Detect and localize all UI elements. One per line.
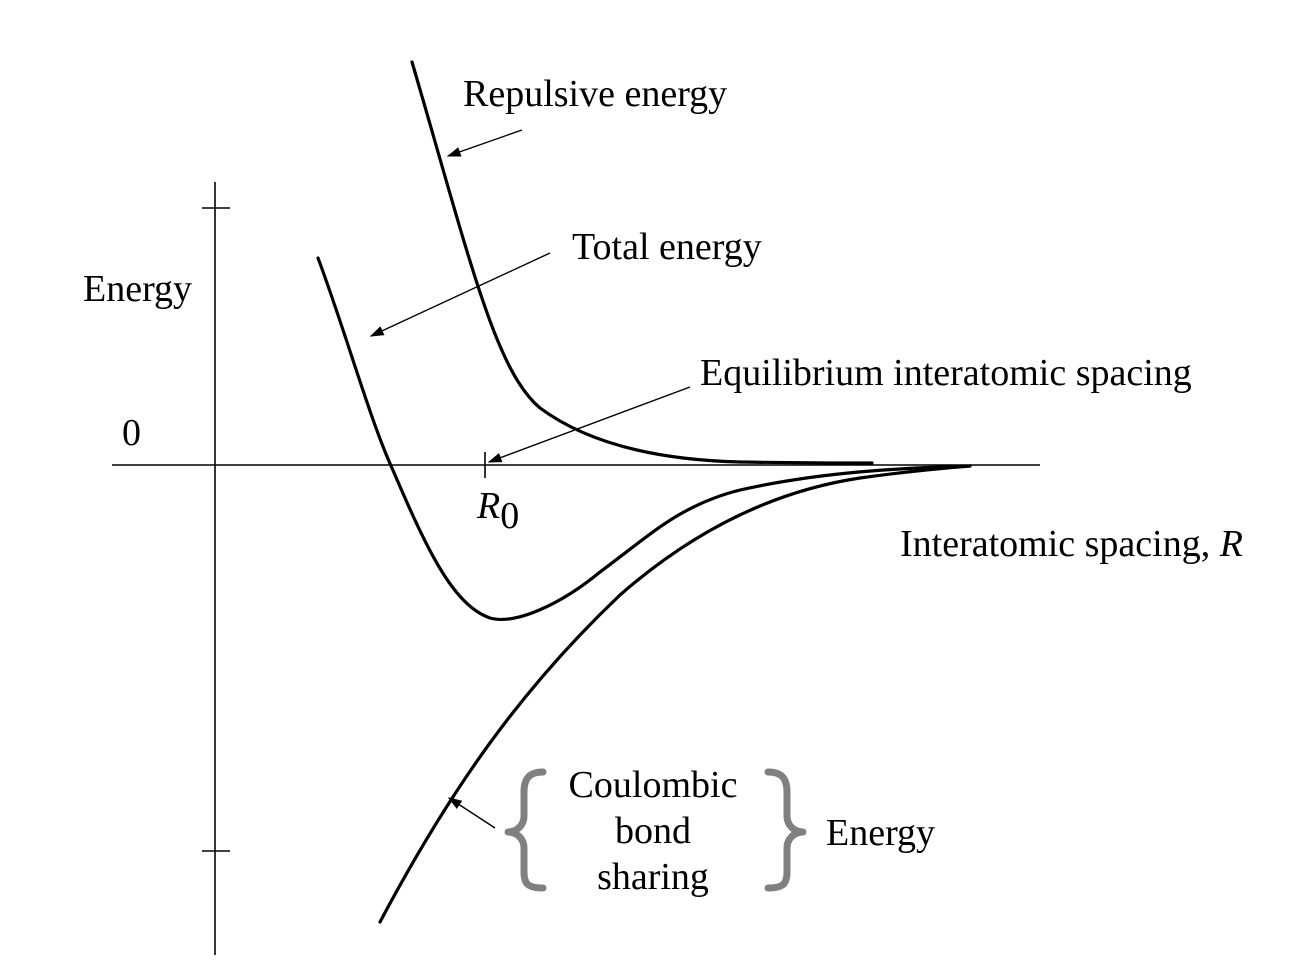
sharing-label: sharing	[597, 856, 709, 898]
repulsive-energy-curve	[410, 60, 874, 465]
right-brace	[764, 768, 807, 892]
bond-label: bond	[615, 810, 691, 852]
equilibrium-arrow	[487, 386, 691, 463]
r0-symbol: R	[476, 485, 500, 527]
r0-subscript: 0	[500, 495, 519, 537]
repulsive-arrow	[446, 129, 523, 157]
bond-energy-label: Energy	[826, 812, 935, 854]
x-axis-label-text: Interatomic spacing,	[900, 523, 1220, 565]
x-axis-label-var: R	[1219, 523, 1243, 565]
coulombic-arrow	[447, 797, 496, 829]
total-arrow	[369, 252, 551, 337]
total-energy-label: Total energy	[572, 226, 762, 268]
total-energy-curve	[316, 256, 972, 621]
x-axis-label: Interatomic spacing, R	[900, 523, 1243, 565]
equilibrium-label: Equilibrium interatomic spacing	[700, 352, 1192, 394]
left-brace	[504, 768, 547, 892]
r0-label: R0	[476, 485, 519, 537]
coulombic-label: Coulombic	[569, 764, 738, 806]
zero-label: 0	[122, 412, 141, 454]
y-axis-label: Energy	[83, 268, 192, 310]
repulsive-energy-label: Repulsive energy	[463, 73, 727, 115]
coulombic-energy-curve	[378, 464, 972, 924]
